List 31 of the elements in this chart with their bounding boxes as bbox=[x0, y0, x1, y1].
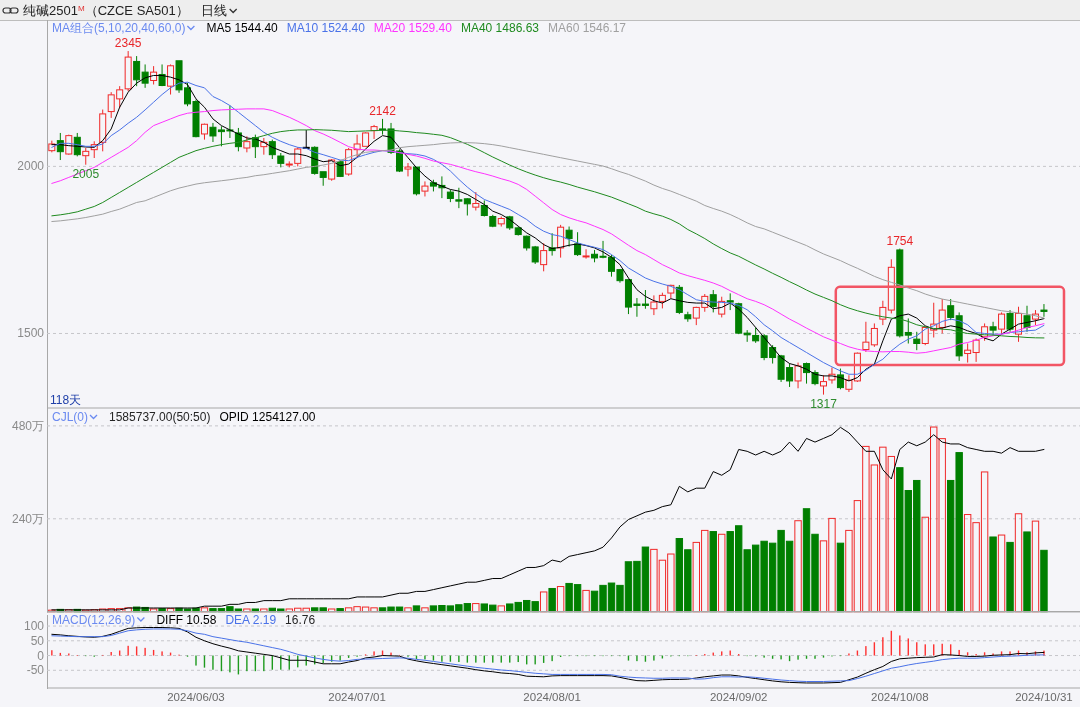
x-tick-label: 2024/06/03 bbox=[167, 691, 225, 703]
chart-subtitle: 日线 bbox=[200, 3, 227, 18]
annotation: 1585737.00(50:50) bbox=[109, 410, 211, 424]
chart-title: 纯碱2501$^{M}$（CZCE SA501） bbox=[23, 3, 189, 18]
x-tick-label: 2024/07/01 bbox=[328, 691, 386, 703]
header: 纯碱2501$^{M}$（CZCE SA501） 日线 bbox=[2, 3, 238, 18]
x-tick-label: 2024/08/01 bbox=[523, 691, 581, 703]
legend-title: CJL(0) bbox=[52, 410, 89, 424]
legend: OPID 1254127.00 bbox=[219, 410, 316, 424]
annotation: 2142 bbox=[369, 103, 397, 118]
y-tick-label: -50 bbox=[26, 663, 45, 678]
legend: MA5 1544.40 MA10 1524.40 MA20 1529.40 MA40 1486.63 MA60 1546.17 bbox=[206, 21, 627, 35]
annotation: 1317 bbox=[810, 396, 838, 411]
x-tick-label: 2024/10/08 bbox=[871, 691, 929, 703]
y-tick-label: 100 bbox=[23, 619, 45, 634]
x-tick-label: 2024/09/02 bbox=[709, 691, 768, 703]
indicator-menu: MACD(12,26,9) bbox=[52, 612, 146, 627]
annotation: 1754 bbox=[886, 233, 914, 248]
y-tick-label: 0 bbox=[37, 648, 45, 663]
y-tick-label: 50 bbox=[30, 633, 45, 648]
y-tick-label: 240万 bbox=[11, 511, 44, 526]
y-tick-label: 480万 bbox=[11, 418, 44, 433]
annotation: 2005 bbox=[72, 166, 100, 181]
indicator-menu: MA组合(5,10,20,40,60,0) bbox=[52, 21, 196, 35]
annotation: 2345 bbox=[114, 36, 142, 51]
y-tick-label: 1500 bbox=[17, 326, 45, 341]
x-tick-label: 2024/10/31 bbox=[1015, 691, 1073, 703]
legend: DIFF 10.58 DEA 2.19 16.76 bbox=[156, 612, 316, 627]
annotation: 118天 bbox=[50, 393, 82, 407]
y-tick-label: 2000 bbox=[17, 159, 45, 174]
indicator-menu: CJL(0) bbox=[52, 410, 98, 424]
